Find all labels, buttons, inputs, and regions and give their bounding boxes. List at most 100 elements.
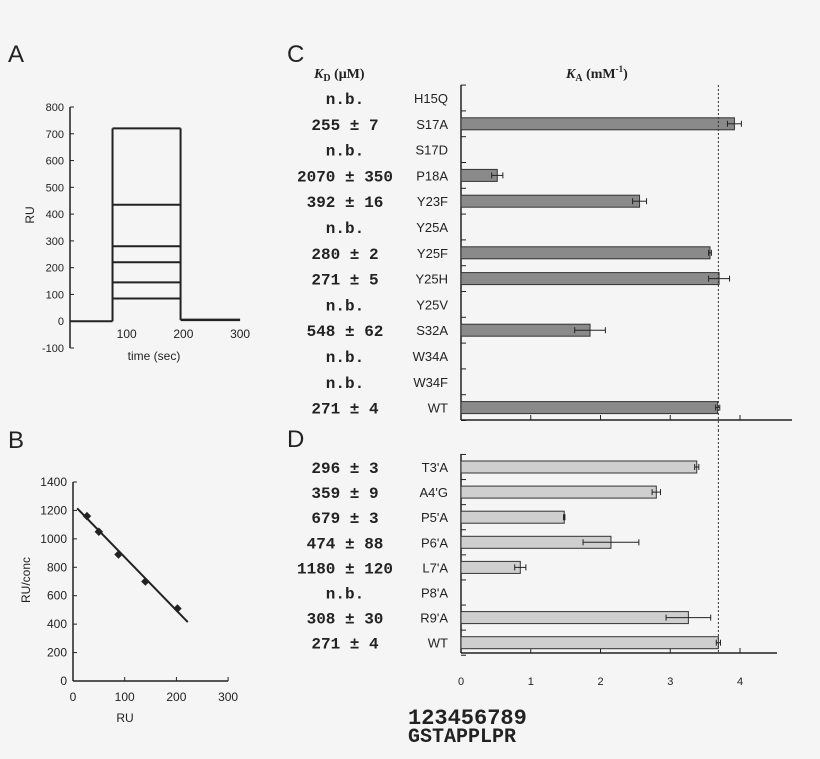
kd-value: n.b. bbox=[326, 375, 364, 393]
mutant-label: Y25A bbox=[416, 220, 448, 235]
kd-value: n.b. bbox=[326, 586, 364, 604]
mutant-label: A4'G bbox=[420, 485, 449, 500]
a-y-tick-label: -100 bbox=[42, 343, 64, 355]
kd-value: 548 ± 62 bbox=[307, 323, 384, 341]
ka-bar bbox=[460, 460, 698, 474]
b-y-tick-label: 800 bbox=[47, 560, 67, 574]
kd-value: 1180 ± 120 bbox=[297, 560, 393, 578]
mutant-label: WT bbox=[428, 401, 448, 416]
b-y-tick-label: 200 bbox=[47, 646, 67, 660]
a-y-tick-label: 500 bbox=[46, 182, 64, 194]
ka-bar bbox=[460, 401, 719, 415]
kd-value: n.b. bbox=[326, 91, 364, 109]
mutant-label: WT bbox=[428, 636, 448, 651]
kd-value: 392 ± 16 bbox=[307, 194, 384, 212]
b-x-tick-label: 200 bbox=[166, 690, 186, 704]
d-x-tick-label: 4 bbox=[737, 676, 743, 688]
mutant-label: P18A bbox=[416, 168, 448, 183]
b-data-point bbox=[173, 604, 182, 613]
binding-bar-chart-d: 0 1 2 3 4 296 ± 3 T3'A 359 ± 9 A4'G 679 ± 3 P5'A 47… bbox=[297, 430, 777, 688]
mutant-label: Y25V bbox=[416, 297, 448, 312]
mutant-label: Y25F bbox=[417, 246, 448, 261]
b-y-tick-label: 400 bbox=[47, 617, 67, 631]
ka-bar bbox=[460, 323, 591, 337]
a-y-tick-label: 100 bbox=[46, 289, 64, 301]
ka-bar bbox=[460, 560, 521, 574]
kd-value: 296 ± 3 bbox=[311, 460, 378, 478]
a-x-tick-label: 300 bbox=[230, 327, 250, 341]
kd-value: 679 ± 3 bbox=[311, 510, 378, 528]
b-y-axis-label: RU/conc bbox=[19, 557, 33, 603]
kd-value: 474 ± 88 bbox=[307, 535, 384, 553]
kd-value: 308 ± 30 bbox=[307, 611, 384, 629]
kd-value: n.b. bbox=[326, 143, 364, 161]
b-data-point bbox=[82, 511, 92, 521]
panel-label-d: D bbox=[287, 426, 304, 453]
kd-value: 271 ± 4 bbox=[311, 401, 379, 419]
mutant-label: P5'A bbox=[421, 510, 448, 525]
a-x-axis-label: time (sec) bbox=[128, 349, 181, 363]
b-x-axis-label: RU bbox=[116, 711, 133, 725]
ka-bar bbox=[460, 246, 711, 260]
a-y-tick-label: 700 bbox=[46, 129, 64, 141]
b-data-point bbox=[114, 550, 123, 559]
a-y-tick-label: 200 bbox=[46, 263, 64, 275]
b-y-tick-label: 1000 bbox=[40, 532, 67, 546]
kd-value: n.b. bbox=[326, 349, 364, 367]
b-x-tick-label: 0 bbox=[70, 690, 77, 704]
scatchard-chart: RU/conc RU 0 200 400 600 800 1000 1200 1400 0 100… bbox=[19, 475, 238, 725]
a-y-tick-label: 300 bbox=[46, 236, 64, 248]
kd-value: 2070 ± 350 bbox=[297, 168, 393, 186]
b-y-tick-label: 0 bbox=[60, 674, 67, 688]
b-x-tick-label: 300 bbox=[218, 690, 238, 704]
d-x-tick-label: 3 bbox=[667, 676, 673, 688]
a-y-tick-label: 400 bbox=[46, 209, 64, 221]
ka-bar bbox=[460, 272, 720, 286]
a-y-tick-label: 600 bbox=[46, 156, 64, 168]
b-y-tick-label: 1200 bbox=[40, 503, 67, 517]
kd-header: KD (μM) bbox=[313, 67, 365, 84]
panel-label-b: B bbox=[8, 427, 24, 454]
mutant-label: P6'A bbox=[421, 535, 448, 550]
ka-bar bbox=[460, 194, 641, 208]
a-x-tick-label: 200 bbox=[173, 327, 193, 341]
mutant-label: S32A bbox=[416, 323, 448, 338]
ka-bar bbox=[460, 117, 735, 131]
d-x-tick-label: 0 bbox=[458, 676, 464, 688]
mutant-label: R9'A bbox=[420, 611, 448, 626]
b-data-point bbox=[141, 577, 150, 586]
mutant-label: S17A bbox=[416, 117, 448, 132]
mutant-label: H15Q bbox=[414, 91, 448, 106]
d-x-tick-label: 2 bbox=[597, 676, 603, 688]
a-x-tick-label: 100 bbox=[117, 327, 137, 341]
panel-label-a: A bbox=[8, 41, 24, 68]
kd-value: 271 ± 5 bbox=[311, 272, 378, 290]
mutant-label: L7'A bbox=[422, 560, 448, 575]
peptide-sequence: GSTAPPLPR bbox=[408, 726, 516, 749]
mutant-label: T3'A bbox=[422, 460, 449, 475]
ka-bar bbox=[460, 611, 689, 625]
kd-value: n.b. bbox=[326, 297, 364, 315]
ka-bar bbox=[460, 636, 719, 650]
sequence-numbers: 123456789 bbox=[408, 706, 527, 731]
mutant-label: P8'A bbox=[421, 586, 448, 601]
mutant-label: Y25H bbox=[415, 272, 448, 287]
ka-header: KA (mM-1) bbox=[565, 64, 628, 84]
d-x-tick-label: 1 bbox=[528, 676, 534, 688]
kd-value: 280 ± 2 bbox=[311, 246, 378, 264]
panel-label-c: C bbox=[287, 41, 304, 68]
mutant-label: S17D bbox=[415, 143, 448, 158]
b-y-tick-label: 1400 bbox=[40, 475, 67, 489]
ka-bar bbox=[460, 485, 657, 499]
b-x-tick-label: 100 bbox=[115, 690, 135, 704]
ka-bar bbox=[460, 510, 565, 524]
kd-value: 255 ± 7 bbox=[311, 117, 378, 135]
mutant-label: W34F bbox=[413, 375, 448, 390]
sensorgram-chart: RU time (sec) -100 0 100 200 300 400 500 600 700… bbox=[23, 102, 250, 363]
b-y-tick-label: 600 bbox=[47, 589, 67, 603]
b-fit-line bbox=[76, 507, 189, 623]
binding-bar-chart-c: n.b. H15Q 255 ± 7 S17A n.b. S17D 2070 ± 350 P18… bbox=[297, 84, 792, 430]
mutant-label: Y23F bbox=[417, 194, 448, 209]
a-y-tick-label: 800 bbox=[46, 102, 64, 114]
